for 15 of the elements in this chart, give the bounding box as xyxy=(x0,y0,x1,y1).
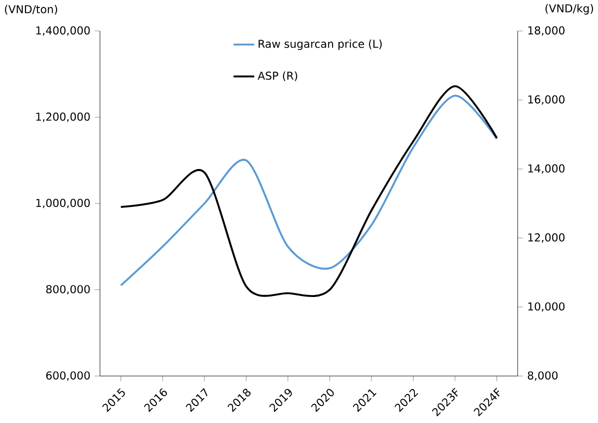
y2-tick-label: 8,000 xyxy=(528,371,558,381)
legend-label: Raw sugarcan price (L) xyxy=(258,40,382,50)
legend-label: ASP (R) xyxy=(258,71,298,82)
y-tick-label: 800,000 xyxy=(46,285,90,295)
y-axis-title: (VND/ton) xyxy=(4,4,58,15)
y-tick-label: 1,200,000 xyxy=(36,112,90,122)
y-tick-label: 1,400,000 xyxy=(36,26,90,36)
y2-tick-label: 16,000 xyxy=(528,95,565,105)
y-tick-label: 600,000 xyxy=(46,371,90,381)
y2-tick-label: 10,000 xyxy=(528,302,565,312)
y2-tick-label: 18,000 xyxy=(528,26,565,36)
y2-axis-title: (VND/kg) xyxy=(546,4,594,15)
y2-tick-label: 14,000 xyxy=(528,164,565,174)
y2-tick-label: 12,000 xyxy=(528,233,565,243)
y-tick-label: 1,000,000 xyxy=(36,198,90,208)
